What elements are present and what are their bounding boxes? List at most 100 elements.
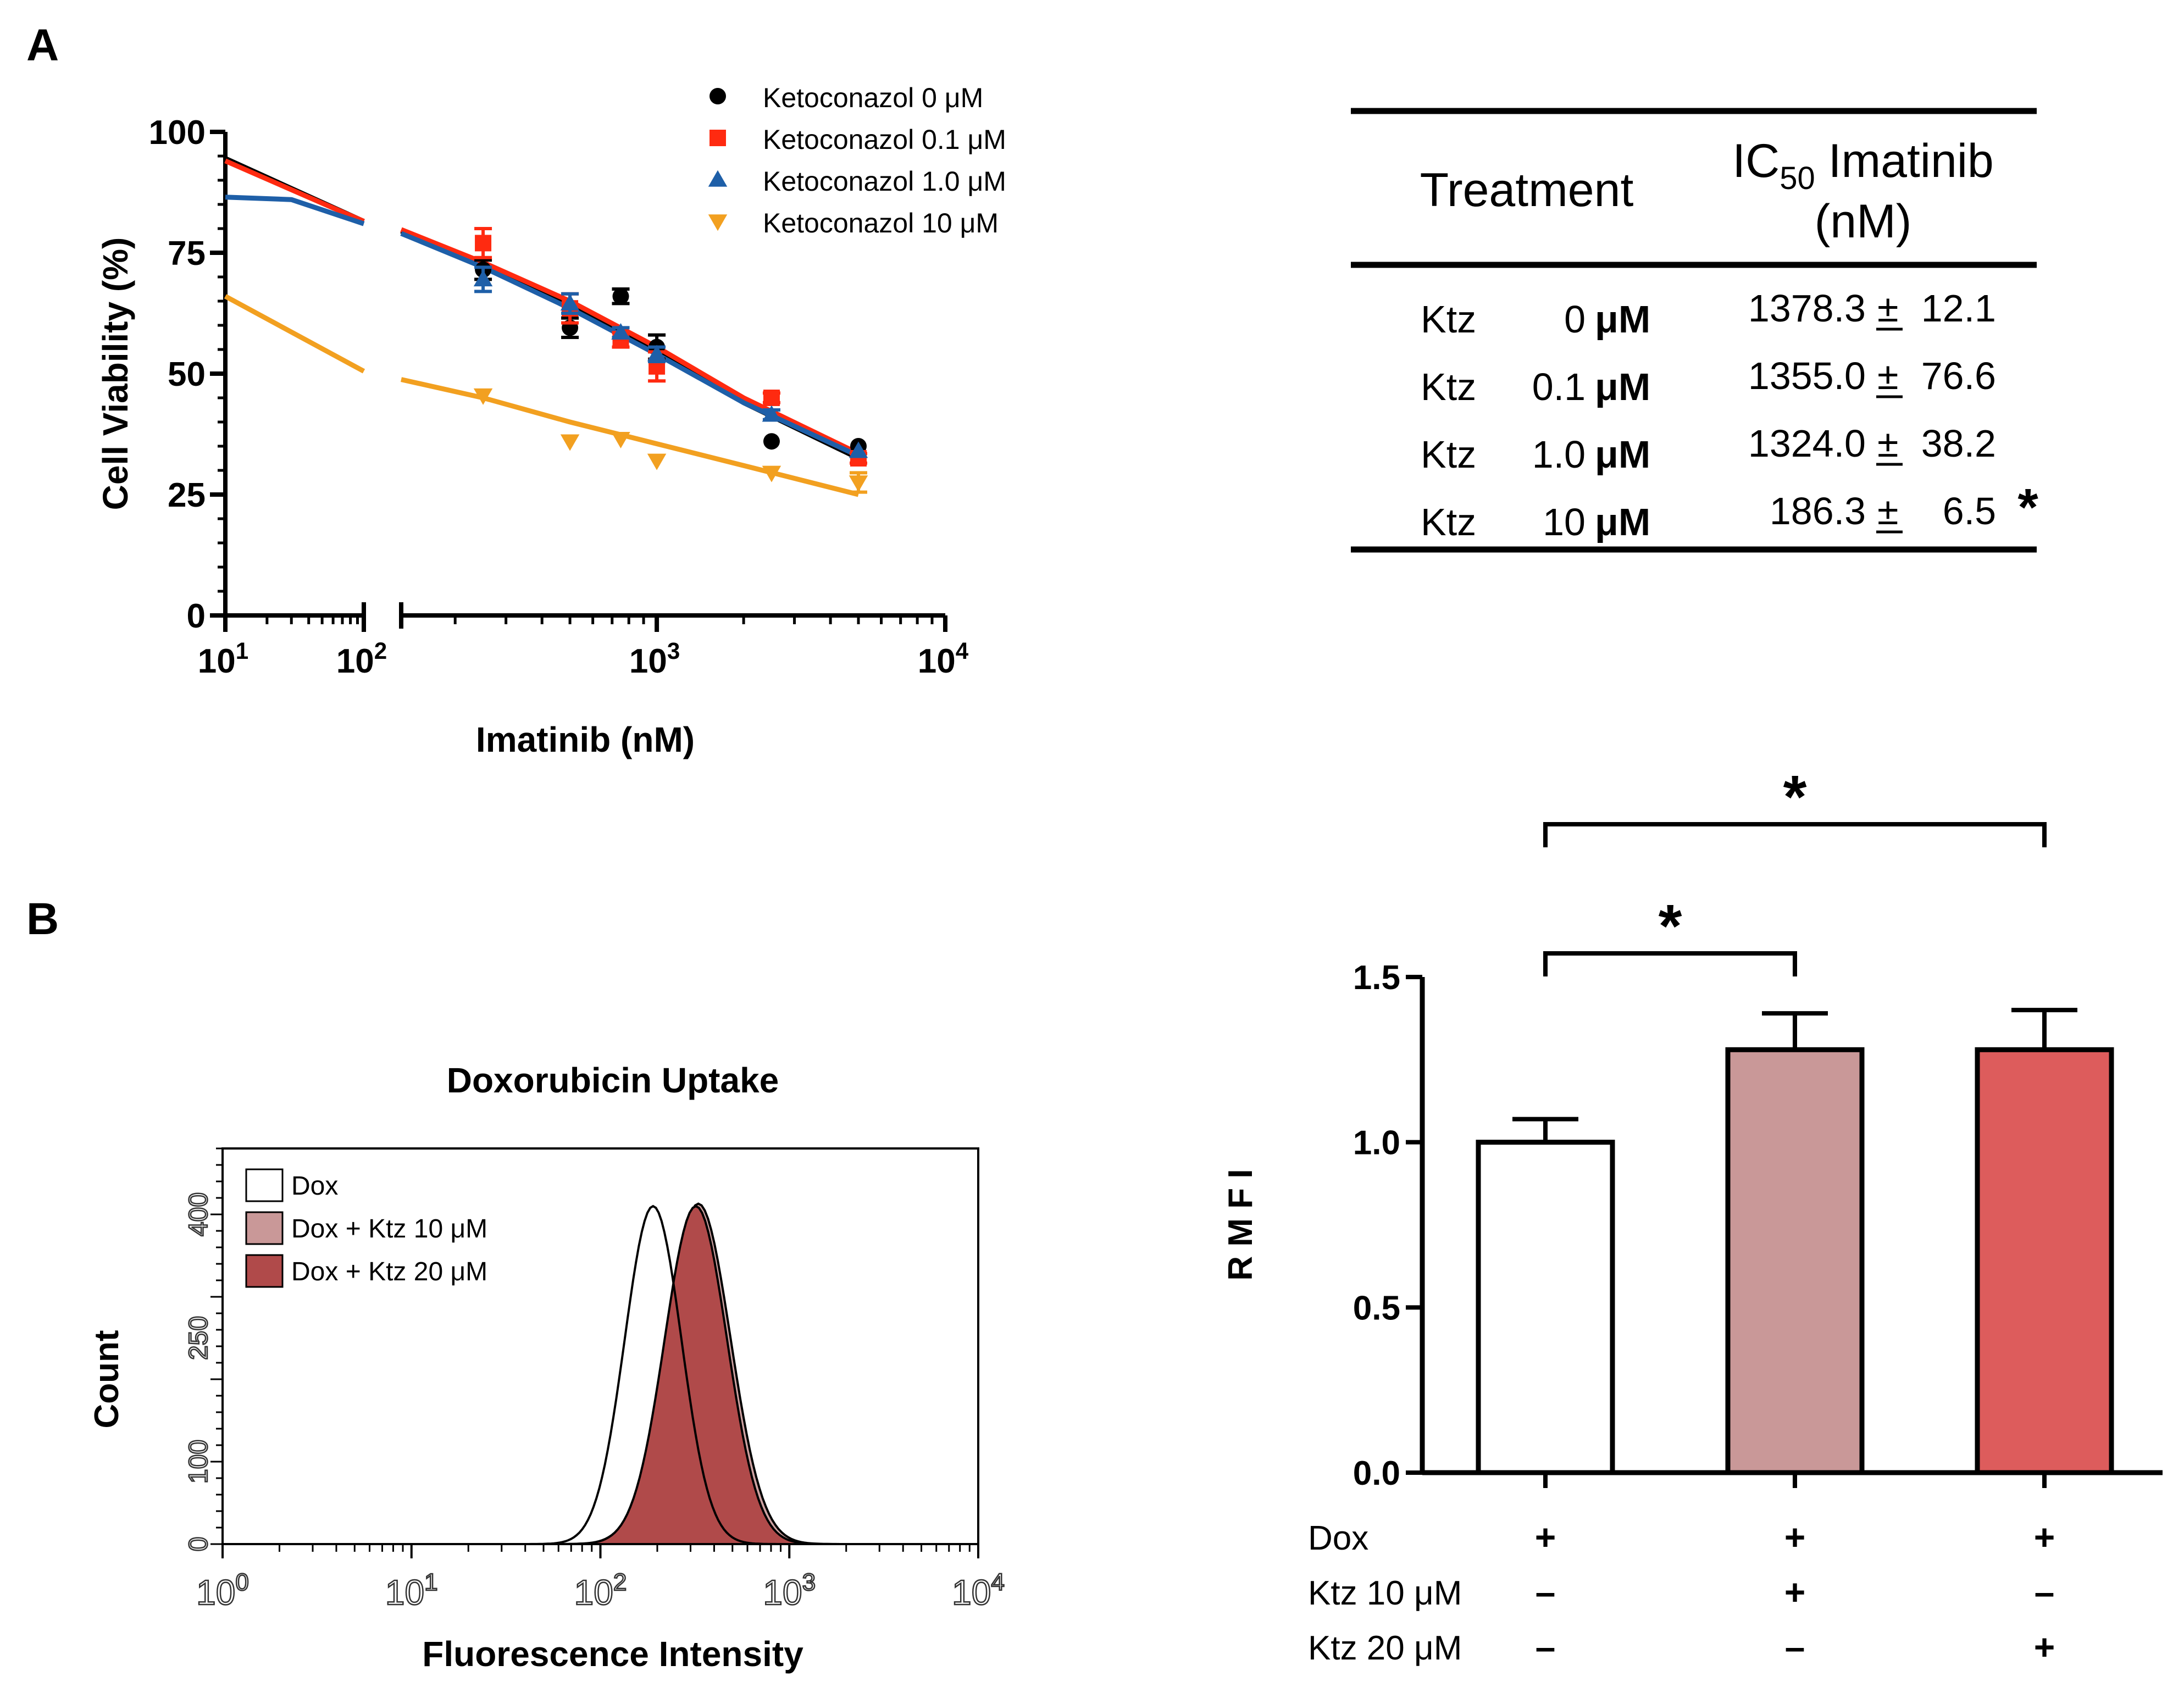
x-tick-label: 103	[629, 638, 680, 680]
x-tick-label-base: 10	[336, 642, 374, 680]
y-tick-label: 75	[168, 235, 206, 273]
hist-x-tick-label: 104	[952, 1569, 1005, 1612]
histogram-plot-frame	[221, 1147, 979, 1545]
hist-x-axis-title: Fluorescence Intensity	[422, 1634, 803, 1674]
bar-dox-ktz-10-m	[1725, 1047, 1865, 1475]
bar-dox	[1476, 1140, 1615, 1475]
x-tick-label: 102	[336, 638, 387, 680]
fit-curve-ketoconazol-10-m-left	[224, 294, 365, 374]
histogram-curve-dox-ktz-20-m	[540, 1204, 852, 1545]
bar-y-tick-label: 0.5	[1353, 1289, 1400, 1327]
y-tick-label: 50	[168, 356, 206, 393]
data-point-ketoconazol-1-0-m	[611, 323, 630, 340]
hist-y-tick-label: 400	[184, 1192, 213, 1236]
treatment-mark: –	[1536, 1572, 1556, 1612]
y-tick-label: 0	[187, 597, 206, 635]
legend-label-ketoconazol-0-1-m: Ketoconazol 0.1 μM	[763, 124, 1006, 155]
hist-x-tick-label: 101	[385, 1569, 438, 1612]
data-point-ketoconazol-0-1-m	[763, 390, 780, 406]
treatment-row-label: Ktz 10 μM	[1308, 1574, 1462, 1612]
row-agent: Ktz	[1421, 365, 1476, 408]
row-ic50-sd: 38.2	[1921, 422, 1996, 465]
row-unit: μM	[1595, 433, 1650, 476]
hist-y-tick-label: 100	[184, 1440, 213, 1484]
bar-y-axis-title: R M F I	[1222, 1169, 1260, 1280]
significance-star-1: *	[1783, 763, 1807, 831]
treatment-mark: –	[1536, 1627, 1556, 1667]
hist-legend-swatch-dox	[245, 1168, 284, 1202]
ic-subscript: 50	[1780, 160, 1815, 196]
row-unit: μM	[1595, 501, 1650, 543]
row-ic50-sd: 76.6	[1921, 354, 1996, 397]
hist-y-axis-title: Count	[88, 1330, 126, 1428]
x-axis-title: Imatinib (nM)	[476, 720, 695, 759]
ic-text: IC	[1732, 135, 1780, 187]
fit-curve-ketoconazol-1-0-m-left	[225, 195, 365, 226]
fit-curve-ketoconazol-1-0-m-right	[400, 231, 860, 458]
hist-x-tick-exp: 3	[802, 1569, 816, 1596]
ic-imatinib: Imatinib	[1815, 135, 1994, 187]
hist-x-tick-label: 103	[763, 1569, 816, 1612]
bar-dox-ktz-20-m	[1975, 1047, 2114, 1475]
row-plus-minus: ±	[1877, 287, 1898, 330]
x-tick-label-base: 10	[918, 642, 956, 680]
table-header-ic50: IC50 Imatinib	[1732, 135, 1994, 196]
hist-y-tick-label: 250	[184, 1316, 213, 1360]
x-tick-label-exp: 1	[236, 638, 248, 664]
row-concentration: 1.0	[1532, 433, 1586, 476]
treatment-row-label: Dox	[1308, 1519, 1368, 1557]
legend-marker-ketoconazol-0-m	[709, 88, 726, 104]
significance-bracket-0	[1543, 951, 1797, 976]
legend-marker-ketoconazol-1-0-m	[708, 170, 728, 187]
x-tick-label: 104	[918, 638, 969, 680]
hist-x-tick-exp: 2	[613, 1569, 627, 1596]
data-point-ketoconazol-10-m	[849, 475, 868, 492]
row-agent: Ktz	[1421, 298, 1476, 341]
row-plus-minus: ±	[1877, 422, 1898, 465]
rmfi-bar-chart: 0.0 0.5 1.0 1.5 R M F I * * Dox + + + Ktz 10 μM – + – K…	[1222, 763, 2163, 1667]
hist-y-tick-label: 0	[184, 1537, 213, 1552]
row-concentration: 0.1	[1532, 365, 1586, 408]
fit-curve-ketoconazol-0-1-m-right	[400, 227, 860, 456]
x-tick-label-exp: 3	[667, 638, 680, 664]
hist-x-tick-exp: 4	[991, 1569, 1004, 1596]
hist-x-tick-exp: 1	[424, 1569, 437, 1596]
y-axis-title: Cell Viability (%)	[96, 237, 135, 510]
x-tick-label-base: 10	[198, 642, 236, 680]
row-plus-minus: ±	[1877, 490, 1898, 532]
bar-y-tick-label: 1.5	[1353, 959, 1400, 997]
fit-curve-ketoconazol-0-1-m-left	[224, 158, 365, 224]
hist-x-tick-exp: 0	[235, 1569, 248, 1596]
data-point-ketoconazol-10-m	[762, 465, 781, 482]
data-point-ketoconazol-10-m	[473, 388, 493, 405]
y-tick-label: 100	[149, 114, 206, 152]
row-ic50-value: 1378.3	[1748, 287, 1866, 330]
treatment-mark: +	[2034, 1627, 2055, 1667]
table-header-treatment: Treatment	[1420, 164, 1634, 217]
hist-x-tick-base: 10	[385, 1573, 424, 1612]
x-tick-label: 101	[198, 638, 248, 680]
legend-label-ketoconazol-1-0-m: Ketoconazol 1.0 μM	[763, 166, 1006, 197]
x-tick-label-base: 10	[629, 642, 667, 680]
table-header-unit: (nM)	[1815, 195, 1912, 248]
data-point-ketoconazol-1-0-m	[560, 294, 580, 311]
data-point-ketoconazol-1-0-m	[762, 405, 781, 422]
row-ic50-sd: 6.5	[1943, 490, 1996, 532]
hist-x-tick-base: 10	[763, 1573, 802, 1612]
treatment-mark: +	[1784, 1517, 1806, 1557]
data-point-ketoconazol-1-0-m	[849, 441, 868, 458]
row-ic50-value: 186.3	[1770, 490, 1866, 532]
hist-x-tick-label: 102	[574, 1569, 627, 1612]
row-agent: Ktz	[1421, 501, 1476, 543]
data-point-ketoconazol-1-0-m	[473, 270, 493, 287]
bar-y-tick-label: 1.0	[1353, 1124, 1400, 1162]
legend-marker-ketoconazol-10-m	[708, 214, 728, 231]
data-point-ketoconazol-10-m	[560, 434, 580, 451]
hist-x-tick-label: 100	[196, 1569, 249, 1612]
treatment-row-label: Ktz 20 μM	[1308, 1629, 1462, 1667]
data-point-ketoconazol-1-0-m	[647, 345, 667, 362]
row-ic50-value: 1324.0	[1748, 422, 1866, 465]
